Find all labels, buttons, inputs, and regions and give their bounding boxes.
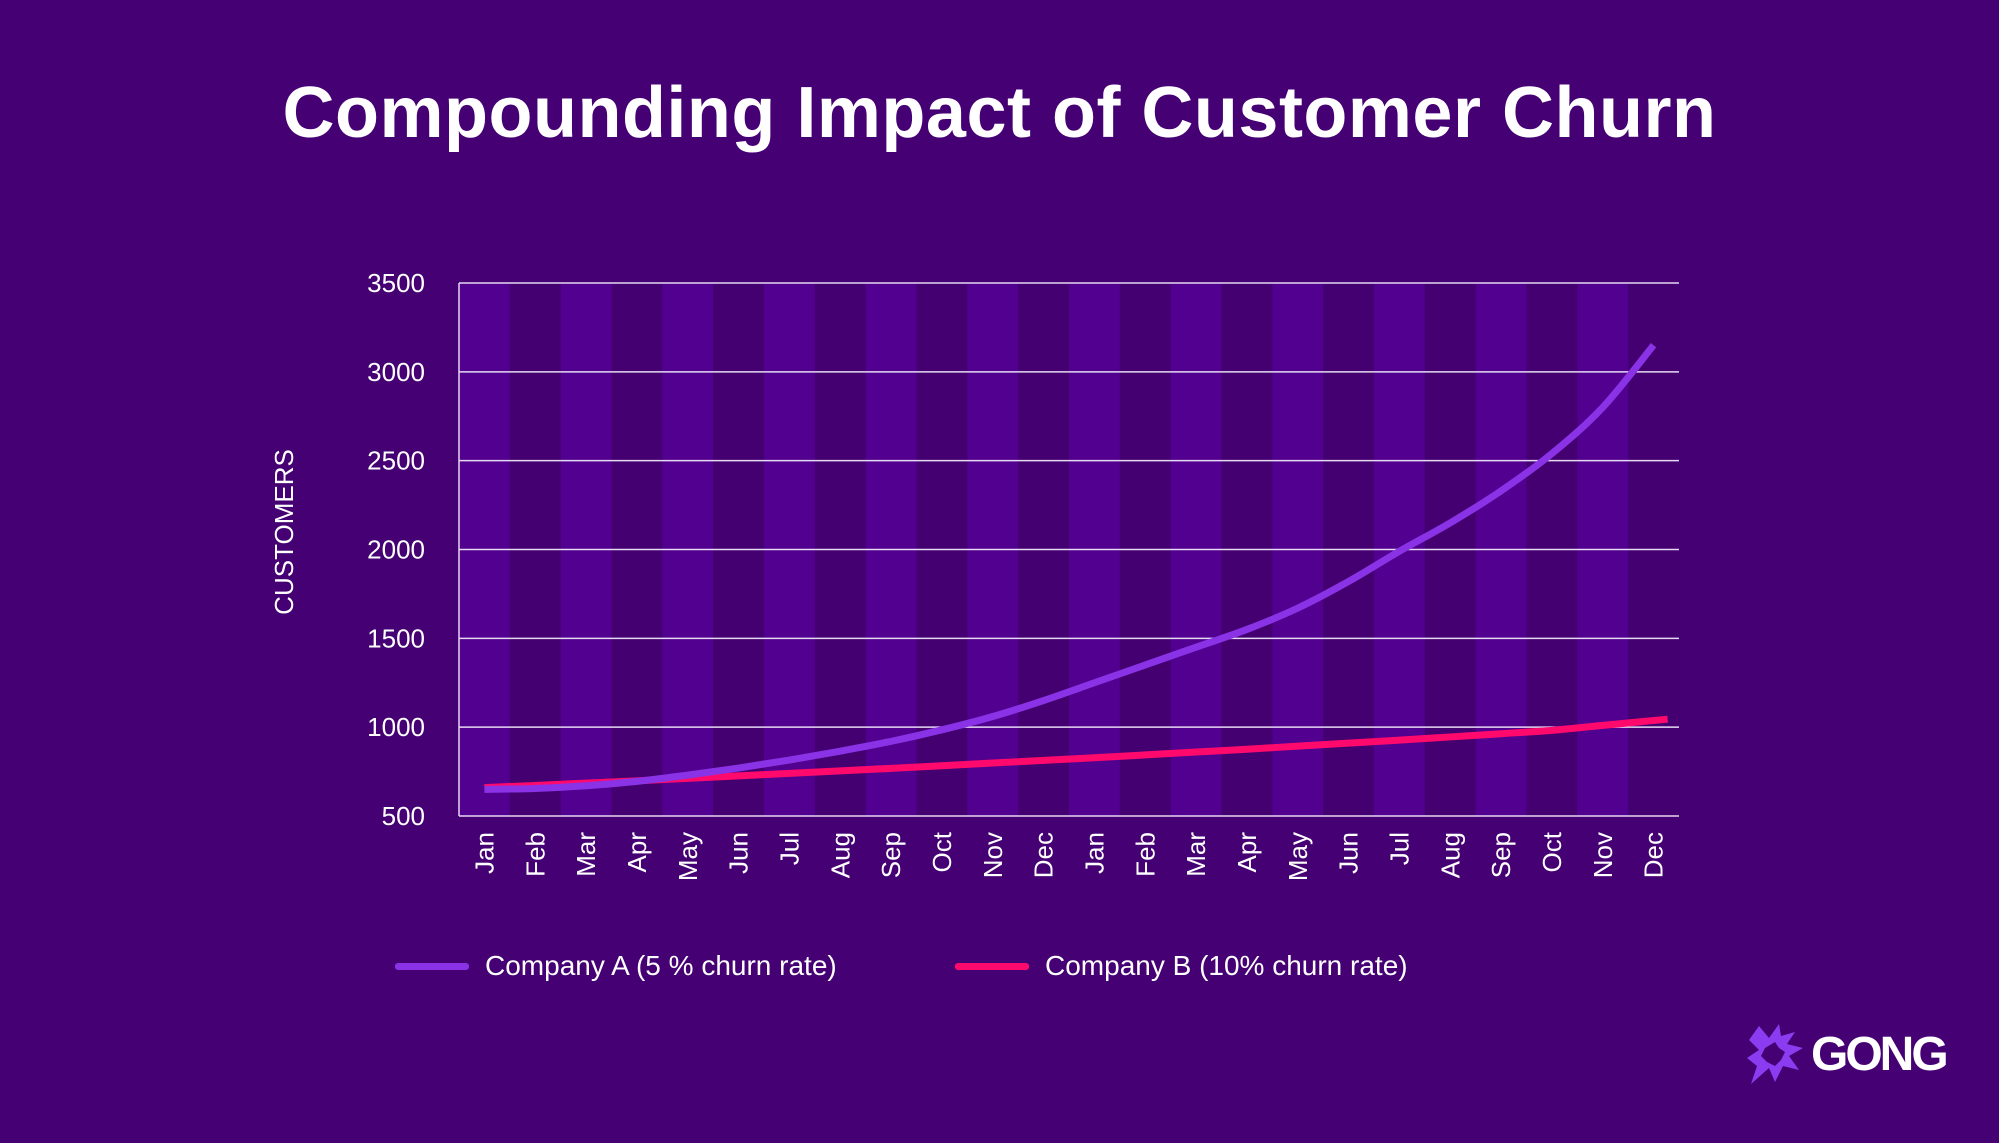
x-tick-label: Jun <box>1334 832 1364 874</box>
x-tick-label: Nov <box>978 832 1008 878</box>
legend-swatch-company-b <box>955 962 1029 970</box>
y-tick-label: 1500 <box>367 623 425 653</box>
x-tick-label: Nov <box>1588 832 1618 878</box>
legend-label-company-b: Company B (10% churn rate) <box>1045 950 1408 981</box>
series-line-company-a <box>484 342 1657 793</box>
x-tick-label: Apr <box>1232 832 1262 873</box>
y-tick-label: 2500 <box>367 446 425 476</box>
y-tick-label: 1000 <box>367 712 425 742</box>
x-tick-label: Dec <box>1029 832 1059 878</box>
x-tick-label: Sep <box>876 832 906 878</box>
x-tick-label: Oct <box>1537 831 1567 872</box>
x-tick-label: Jan <box>1079 832 1109 874</box>
x-tick-label: Apr <box>622 832 652 873</box>
legend-swatch-company-a <box>395 962 469 970</box>
legend-label-company-a: Company A (5 % churn rate) <box>485 950 837 981</box>
x-tick-label: Dec <box>1639 832 1669 878</box>
x-tick-label: Feb <box>1130 832 1160 877</box>
x-tick-label: Mar <box>571 832 601 877</box>
gong-logo: GONG <box>1745 1022 1949 1086</box>
x-tick-label: Jul <box>1384 832 1414 865</box>
x-tick-label: Jan <box>469 832 499 874</box>
starburst-icon <box>1747 1024 1803 1084</box>
legend-item-company-b: Company B (10% churn rate) <box>955 950 1408 982</box>
x-tick-label: Sep <box>1486 832 1516 878</box>
x-tick-label: Aug <box>1435 832 1465 878</box>
x-tick-label: May <box>673 832 703 881</box>
legend-item-company-a: Company A (5 % churn rate) <box>395 950 837 982</box>
y-axis-label: CUSTOMERS <box>269 449 299 615</box>
logo-text: GONG <box>1811 1027 1949 1081</box>
x-tick-label: Aug <box>825 832 855 878</box>
y-tick-label: 3000 <box>367 357 425 387</box>
x-tick-label: Jul <box>774 832 804 865</box>
y-tick-label: 3500 <box>367 268 425 298</box>
y-tick-label: 2000 <box>367 535 425 565</box>
x-tick-label: Mar <box>1181 832 1211 877</box>
x-tick-label: Feb <box>520 832 550 877</box>
x-tick-label: Oct <box>927 831 957 872</box>
y-tick-label: 500 <box>382 801 425 831</box>
x-tick-label: May <box>1283 832 1313 881</box>
chart-title: Compounding Impact of Customer Churn <box>282 73 1717 153</box>
x-tick-label: Jun <box>724 832 754 874</box>
